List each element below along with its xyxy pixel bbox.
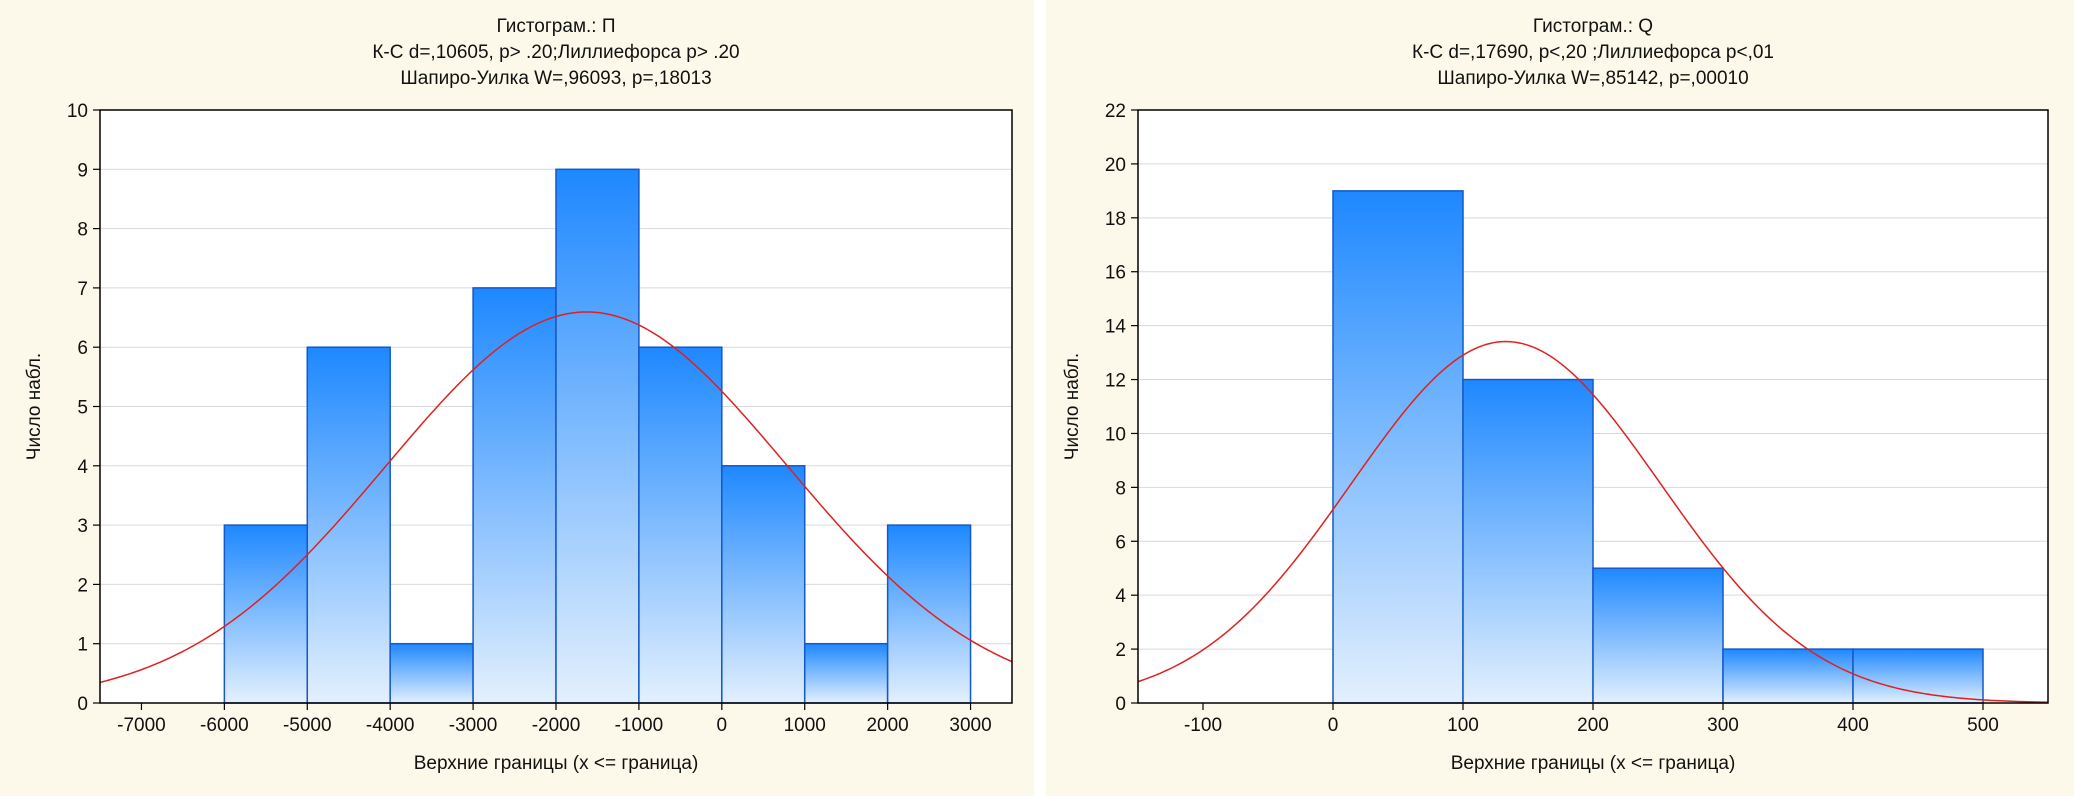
- chart-title-line-1: Гистограм.: Q: [1533, 16, 1653, 37]
- x-tick-label: 500: [1967, 715, 1999, 736]
- chart-title-line-3: Шапиро-Уилка W=,85142, p=,00010: [1437, 68, 1748, 89]
- y-tick-label: 1: [77, 635, 88, 656]
- x-tick-label: 3000: [949, 715, 991, 736]
- x-tick-label: -3000: [449, 715, 498, 736]
- bar-5: [555, 168, 640, 704]
- y-tick-label: 5: [77, 398, 88, 419]
- chart-title-line-3: Шапиро-Уилка W=,96093, p=,18013: [400, 68, 711, 89]
- y-tick-label: 7: [77, 279, 88, 300]
- x-tick-label: -4000: [366, 715, 415, 736]
- y-tick-label: 12: [1105, 371, 1126, 392]
- histogram-q-chart: 0 2 4 6 8 10 12 14 16 18 20 22 -100 0 100 200 300 400 500 Г…: [1062, 16, 2049, 774]
- y-tick-label: 20: [1105, 155, 1126, 176]
- x-axis-label: Верхние границы (x <= граница): [414, 753, 699, 774]
- chart-title-line-2: К-С d=,17690, p<,20 ;Лиллиефорса p<,01: [1412, 42, 1774, 63]
- y-tick-label: 22: [1105, 101, 1126, 122]
- x-tick-label: 400: [1837, 715, 1869, 736]
- x-tick-label: 2000: [866, 715, 908, 736]
- bar-2: [1462, 378, 1594, 704]
- x-tick-label: 1000: [784, 715, 826, 736]
- y-tick-label: 6: [77, 338, 88, 359]
- y-tick-label: 4: [77, 457, 88, 478]
- y-tick-label: 8: [1115, 478, 1126, 499]
- histogram-panel-q: 0 2 4 6 8 10 12 14 16 18 20 22 -100 0 100 200 300 400 500 Г…: [1046, 0, 2074, 796]
- y-tick-label: 16: [1105, 263, 1126, 284]
- x-tick-label: -7000: [117, 715, 166, 736]
- y-tick-label: 9: [77, 160, 88, 181]
- x-axis-label: Верхние границы (x <= граница): [1451, 753, 1736, 774]
- histogram-panel-p: 0 1 2 3 4 5 6 7 8 9 10 -7000 -6000 -5000 -4000 -3000 -20…: [0, 0, 1034, 796]
- x-tick-label: -2000: [532, 715, 581, 736]
- histogram-p-chart: 0 1 2 3 4 5 6 7 8 9 10 -7000 -6000 -5000 -4000 -3000 -20…: [24, 16, 1013, 774]
- bar-9: [886, 524, 972, 704]
- x-tick-label: 100: [1447, 715, 1479, 736]
- chart-title-line-1: Гистограм.: П: [496, 16, 615, 37]
- bar-6: [638, 346, 723, 704]
- y-tick-label: 18: [1105, 209, 1126, 230]
- bar-4: [472, 287, 557, 704]
- bar-7: [721, 465, 806, 704]
- x-tick-label: -6000: [200, 715, 249, 736]
- x-tick-label: 200: [1577, 715, 1609, 736]
- bar-3: [389, 642, 474, 704]
- y-tick-label: 2: [77, 575, 88, 596]
- normal-fit-curve: [1138, 340, 2048, 703]
- x-tick-label: -5000: [283, 715, 332, 736]
- bar-4: [1722, 648, 1854, 704]
- bar-5: [1852, 648, 1984, 704]
- y-tick-label: 8: [77, 220, 88, 241]
- y-tick-label: 0: [1115, 694, 1126, 715]
- y-tick-label: 3: [77, 516, 88, 537]
- chart-title-line-2: К-С d=,10605, p> .20;Лиллиефорса p> .20: [372, 42, 739, 63]
- y-tick-label: 4: [1115, 586, 1126, 607]
- y-tick-label: 6: [1115, 532, 1126, 553]
- y-tick-label: 2: [1115, 640, 1126, 661]
- bar-3: [1592, 567, 1724, 704]
- x-tick-label: -1000: [615, 715, 664, 736]
- bar-1: [223, 524, 309, 704]
- bar-2: [306, 346, 391, 704]
- x-tick-label: 300: [1707, 715, 1739, 736]
- bar-1: [1332, 190, 1464, 704]
- y-tick-label: 10: [1105, 424, 1126, 445]
- y-tick-label: 0: [77, 694, 88, 715]
- y-axis-label: Число набл.: [24, 353, 45, 460]
- x-tick-label: -100: [1184, 715, 1222, 736]
- x-tick-label: 0: [1328, 715, 1339, 736]
- y-tick-label: 14: [1105, 317, 1127, 338]
- normal-fit-curve: [100, 311, 1012, 684]
- y-tick-label: 10: [67, 101, 88, 122]
- y-axis-label: Число набл.: [1062, 353, 1083, 460]
- bar-8: [803, 642, 889, 704]
- x-tick-label: 0: [717, 715, 728, 736]
